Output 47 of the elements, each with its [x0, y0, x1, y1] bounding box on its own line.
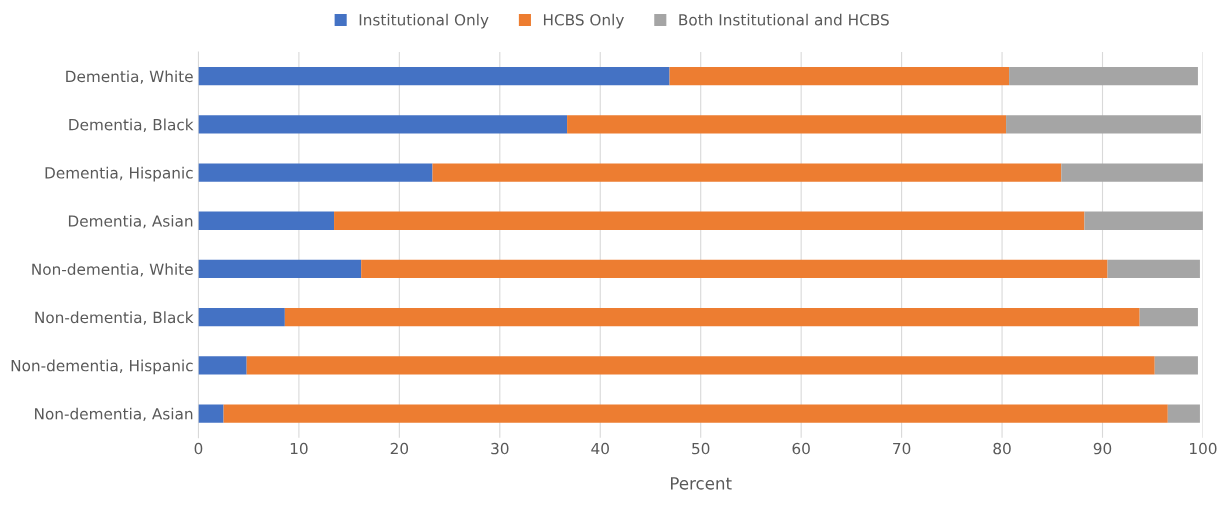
x-axis-title: Percent — [670, 477, 732, 490]
bar — [1009, 67, 1198, 86]
y-tick-label: Dementia, Asian — [68, 214, 193, 229]
bar — [361, 259, 1108, 279]
legend-label: HCBS Only — [543, 13, 624, 29]
x-tick-label: 30 — [491, 442, 509, 455]
bar — [223, 404, 1168, 423]
y-tick-label: Non-dementia, Black — [35, 311, 194, 325]
bar — [198, 67, 670, 86]
x-tick-label: 20 — [390, 442, 409, 455]
bar — [1167, 404, 1200, 423]
x-tick-label: 80 — [993, 442, 1011, 455]
bar — [198, 211, 335, 230]
bar — [1154, 356, 1198, 375]
bar — [567, 115, 1007, 134]
bar — [198, 308, 285, 327]
bar — [1006, 115, 1201, 134]
x-tick-label: 50 — [692, 442, 710, 455]
y-tick-label: Dementia, Hispanic — [45, 166, 193, 182]
x-tick-label: 40 — [591, 442, 609, 455]
y-tick-label: Non-dementia, Asian — [35, 407, 193, 422]
legend-label: Both Institutional and HCBS — [679, 13, 889, 26]
bar — [1084, 211, 1203, 230]
legend-label: Institutional Only — [359, 13, 489, 29]
x-tick-label: 100 — [1190, 442, 1217, 455]
bar — [198, 259, 362, 279]
y-tick-label: Non-dementia, White — [32, 263, 193, 277]
x-tick-label: 0 — [194, 442, 203, 455]
bar — [1107, 259, 1200, 279]
x-tick-label: 70 — [893, 442, 911, 455]
bar — [334, 211, 1085, 230]
bar — [284, 308, 1140, 327]
bar — [669, 67, 1010, 86]
y-tick-label: Dementia, White — [66, 70, 193, 84]
bar — [198, 404, 224, 423]
bar — [246, 356, 1155, 375]
bar — [198, 356, 247, 375]
y-tick-label: Dementia, Black — [69, 118, 194, 132]
bar — [198, 115, 568, 134]
bar — [1061, 163, 1203, 182]
y-tick-label: Non-dementia, Hispanic — [11, 359, 193, 375]
x-tick-label: 90 — [1093, 442, 1112, 455]
bar — [432, 163, 1062, 182]
x-tick-label: 60 — [792, 442, 810, 455]
x-tick-label: 10 — [290, 442, 308, 455]
bar — [198, 163, 433, 182]
bar — [1139, 308, 1198, 327]
